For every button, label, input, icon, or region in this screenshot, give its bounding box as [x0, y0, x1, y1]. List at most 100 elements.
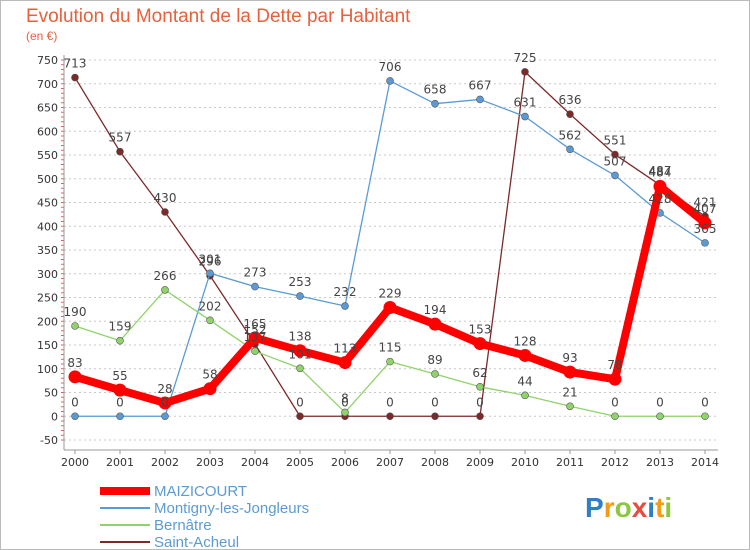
y-tick-label: 750 — [37, 54, 58, 67]
y-tick-label: 600 — [37, 125, 58, 138]
legend-label-1: Montigny-les-Jongleurs — [154, 500, 309, 517]
x-tick-label: 2011 — [556, 456, 584, 469]
data-point — [386, 357, 394, 366]
data-point — [611, 412, 619, 421]
data-point — [251, 282, 259, 291]
data-point — [701, 239, 709, 247]
data-label: 487 — [649, 164, 672, 178]
data-label: 706 — [379, 60, 402, 74]
data-point — [521, 68, 529, 76]
data-point — [161, 208, 169, 216]
x-tick-label: 2010 — [511, 456, 539, 469]
data-label: 93 — [562, 351, 577, 365]
data-point — [296, 412, 304, 421]
data-point — [161, 412, 169, 421]
data-point — [431, 370, 439, 378]
data-point — [251, 347, 259, 355]
data-label: 0 — [476, 395, 484, 409]
brand-letter: P — [585, 492, 604, 523]
data-point — [566, 402, 574, 411]
data-label: 137 — [244, 330, 267, 344]
data-point — [71, 73, 79, 82]
data-point — [338, 356, 352, 370]
data-label: 507 — [604, 154, 627, 168]
y-tick-label: 400 — [37, 220, 58, 233]
data-point — [116, 147, 124, 156]
data-point — [296, 364, 304, 373]
x-tick-label: 2008 — [421, 456, 449, 469]
x-tick-label: 2001 — [106, 456, 134, 469]
brand-letter: i — [664, 492, 672, 523]
data-point — [206, 316, 214, 325]
data-label: 101 — [289, 347, 312, 361]
data-labels: 713 557 430 296 152 0 0 0 0 0 725 636 551 487 421 0 0 0 30… — [64, 51, 717, 409]
data-point — [116, 336, 124, 345]
series-layer — [68, 68, 712, 421]
y-tick-label: 450 — [37, 197, 58, 210]
data-label: 0 — [701, 395, 709, 409]
y-tick-label: -50 — [40, 434, 58, 447]
data-label: 0 — [611, 395, 619, 409]
data-label: 562 — [559, 128, 582, 142]
data-label: 667 — [469, 78, 492, 92]
legend-label-0: MAIZICOURT — [154, 483, 247, 500]
data-point — [518, 348, 532, 362]
x-tick-label: 2005 — [286, 456, 314, 469]
data-label: 202 — [199, 299, 222, 313]
data-point — [341, 302, 349, 310]
data-label: 153 — [469, 323, 492, 337]
x-tick-label: 2006 — [331, 456, 359, 469]
data-label: 428 — [649, 192, 672, 206]
data-point — [296, 292, 304, 300]
x-tick-label: 2003 — [196, 456, 224, 469]
brand-letter: o — [615, 492, 632, 523]
y-tick-label: 350 — [37, 244, 58, 257]
data-point — [521, 391, 529, 400]
y-tick-label: 150 — [37, 339, 58, 352]
data-label: 28 — [157, 382, 172, 396]
data-point — [473, 337, 487, 351]
y-tick-label: 100 — [37, 363, 58, 376]
data-label: 21 — [562, 385, 577, 399]
data-label: 713 — [64, 57, 87, 71]
data-label: 89 — [427, 353, 442, 367]
data-point — [386, 412, 394, 421]
data-point — [161, 286, 169, 294]
data-label: 407 — [694, 202, 717, 216]
brand-letter: i — [647, 492, 655, 523]
data-label: 194 — [424, 303, 447, 317]
data-point — [476, 412, 484, 421]
data-label: 0 — [386, 395, 394, 409]
data-label: 44 — [517, 374, 532, 388]
data-label: 62 — [472, 366, 487, 380]
y-tick-label: 300 — [37, 268, 58, 281]
data-label: 190 — [64, 305, 87, 319]
data-label: 301 — [199, 252, 222, 266]
data-label: 0 — [161, 395, 169, 409]
x-tick-label: 2012 — [601, 456, 629, 469]
x-tick-label: 2007 — [376, 456, 404, 469]
data-point — [68, 370, 82, 384]
x-tick-label: 2009 — [466, 456, 494, 469]
legend-label-3: Saint-Acheul — [154, 534, 239, 550]
data-point — [116, 412, 124, 421]
brand-logo: Proxiti — [585, 492, 672, 523]
data-label: 551 — [604, 134, 627, 148]
data-point — [428, 317, 442, 331]
data-label: 115 — [379, 341, 402, 355]
data-label: 725 — [514, 51, 537, 65]
data-label: 557 — [109, 131, 132, 145]
data-label: 55 — [112, 369, 127, 383]
data-label: 8 — [341, 391, 349, 405]
x-tick-label: 2014 — [691, 456, 719, 469]
x-tick-label: 2002 — [151, 456, 179, 469]
data-point — [611, 150, 619, 159]
data-point — [431, 99, 439, 108]
data-label: 430 — [154, 191, 177, 205]
legend: MAIZICOURTMontigny-les-JongleursBernâtre… — [100, 483, 309, 550]
data-point — [383, 300, 397, 314]
data-point — [203, 382, 217, 396]
y-tick-label: 500 — [37, 173, 58, 186]
data-point — [608, 372, 622, 386]
